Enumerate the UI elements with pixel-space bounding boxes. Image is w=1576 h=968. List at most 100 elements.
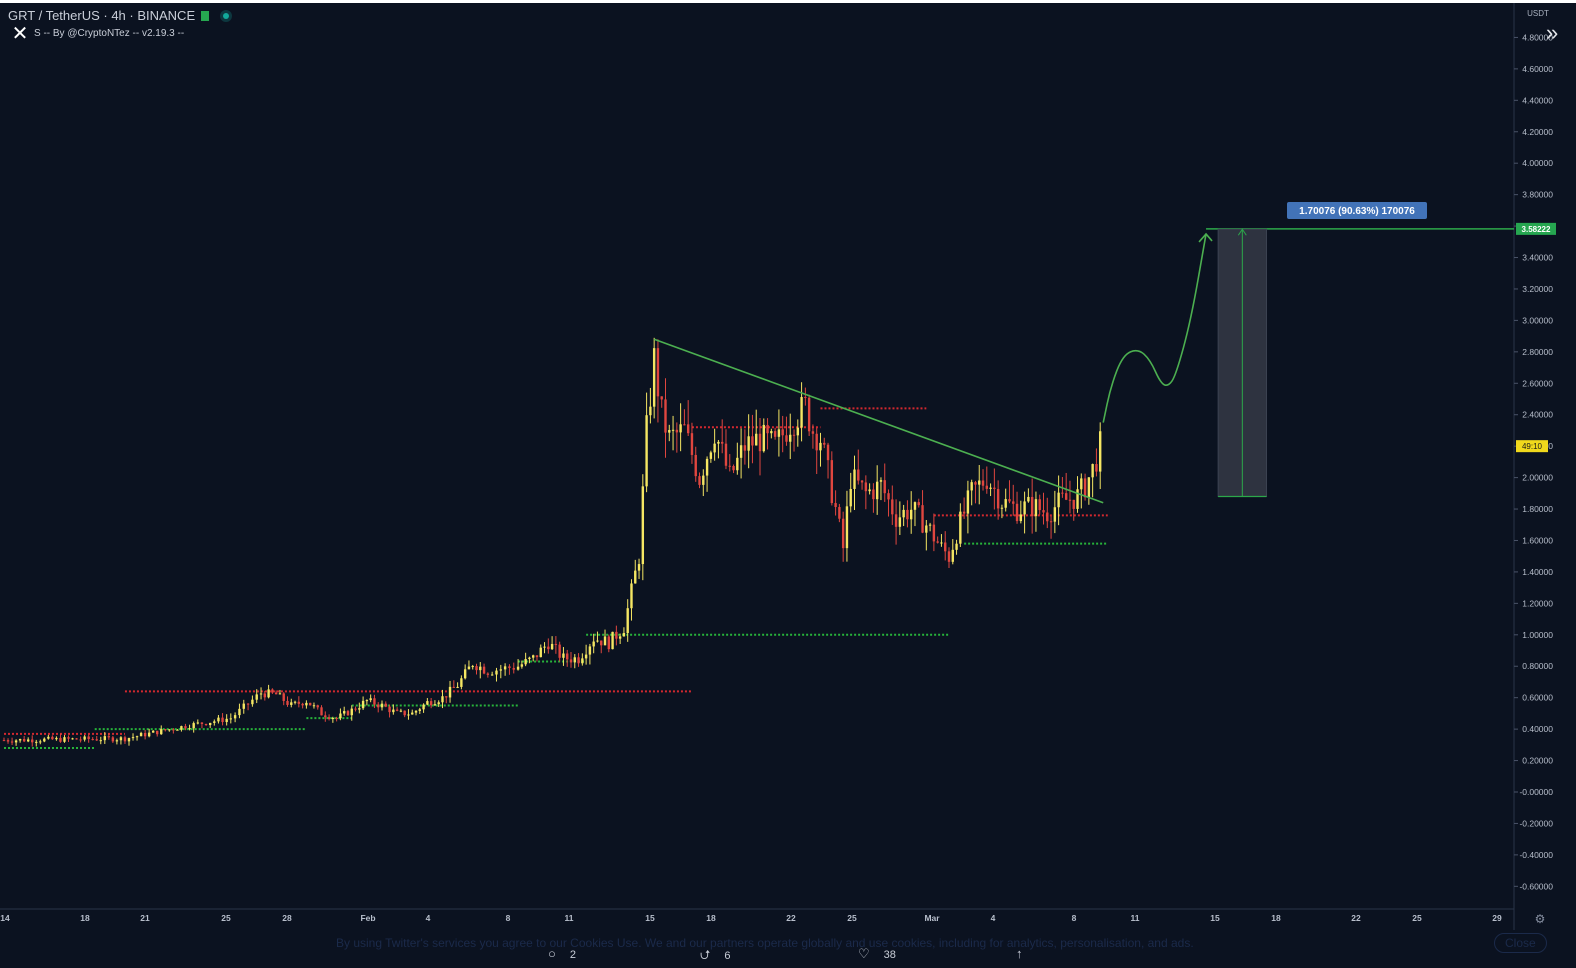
candle-body xyxy=(910,509,913,520)
candle-body xyxy=(422,704,425,710)
candle-body xyxy=(377,704,380,708)
candle-body xyxy=(411,712,414,715)
candle-body xyxy=(834,503,837,508)
candle-body xyxy=(67,737,70,739)
candle-body xyxy=(615,631,618,639)
y-tick-label: 4.40000 xyxy=(1522,95,1553,105)
y-tick-label: -0.40000 xyxy=(1519,850,1553,860)
candle-body xyxy=(936,541,939,543)
candle-body xyxy=(645,415,648,487)
candle-body xyxy=(433,704,437,706)
measurement-label: 1.70076 (90.63%) 170076 xyxy=(1299,206,1415,217)
close-icon[interactable]: ✕ xyxy=(11,23,29,45)
candle-body xyxy=(456,686,459,688)
reply-action[interactable]: ○ 2 xyxy=(548,946,576,961)
candle-body xyxy=(1023,501,1026,515)
candle-body xyxy=(724,443,728,466)
cookie-close-button[interactable]: Close xyxy=(1494,933,1547,953)
projected-price-path xyxy=(1102,233,1207,423)
candle-body xyxy=(255,694,258,700)
candle-body xyxy=(335,717,338,719)
candle-body xyxy=(634,570,637,584)
cookie-banner: By using Twitter's services you agree to… xyxy=(0,930,1576,962)
candle-body xyxy=(569,659,573,663)
y-tick-label: -0.20000 xyxy=(1519,818,1553,828)
candle-body xyxy=(1034,499,1038,517)
candle-body xyxy=(539,647,542,658)
candle-body xyxy=(853,469,856,489)
candle-body xyxy=(1091,464,1094,478)
candle-body xyxy=(1053,507,1057,522)
candle-body xyxy=(913,502,917,510)
flag-icon[interactable] xyxy=(201,10,210,21)
like-action[interactable]: ♡ 38 xyxy=(858,946,896,962)
candle-body xyxy=(879,480,883,482)
candle-body xyxy=(550,643,554,650)
y-tick-label: 2.40000 xyxy=(1522,410,1553,420)
double-chevron-right-icon[interactable]: » xyxy=(1546,20,1559,45)
candle-body xyxy=(717,441,720,444)
candle-body xyxy=(320,707,323,716)
candle-body xyxy=(1095,464,1098,472)
candle-body xyxy=(524,659,527,665)
candle-body xyxy=(172,729,175,731)
candle-body xyxy=(238,708,241,716)
candle-body xyxy=(1068,499,1072,501)
heart-icon: ♡ xyxy=(858,946,870,961)
candle-body xyxy=(274,692,278,695)
candle-body xyxy=(26,739,30,742)
retweet-action[interactable]: ⮍ 6 xyxy=(700,946,731,968)
candle-body xyxy=(460,678,463,687)
candle-body xyxy=(213,721,216,723)
candle-body xyxy=(562,653,565,658)
candle-body xyxy=(407,714,410,716)
candle-body xyxy=(127,738,131,742)
candle-body xyxy=(755,433,758,446)
candle-body xyxy=(499,669,502,671)
candle-body xyxy=(39,741,42,743)
candle-body xyxy=(917,502,920,506)
candle-body xyxy=(581,658,584,664)
y-tick-label: -0.00000 xyxy=(1519,787,1553,797)
candle-body xyxy=(164,729,167,731)
y-tick-label: 0.60000 xyxy=(1522,693,1553,703)
candle-body xyxy=(747,436,750,451)
candle-body xyxy=(180,726,183,730)
candle-body xyxy=(75,738,78,740)
candle-body xyxy=(200,722,204,724)
candle-body xyxy=(785,435,788,442)
candle-body xyxy=(43,738,46,742)
candle-body xyxy=(792,434,796,436)
candle-body xyxy=(1049,521,1053,523)
indicator-label: S -- By @CryptoNTez -- v2.19.3 -- xyxy=(34,28,185,39)
candle-body xyxy=(520,664,524,667)
candle-body xyxy=(872,489,875,500)
candle-body xyxy=(641,486,645,565)
candle-body xyxy=(358,708,361,710)
candle-body xyxy=(713,443,716,453)
candle-body xyxy=(1030,496,1034,517)
candle-body xyxy=(543,646,546,648)
candle-body xyxy=(1099,431,1102,472)
candle-body xyxy=(656,348,660,397)
candle-body xyxy=(974,482,977,485)
candle-body xyxy=(479,666,482,671)
candle-body xyxy=(346,711,350,716)
candle-body xyxy=(115,740,119,742)
share-action[interactable]: ↑ xyxy=(1016,946,1037,961)
candle-body xyxy=(475,666,478,671)
candle-body xyxy=(71,738,74,740)
candle-body xyxy=(925,525,928,533)
candle-body xyxy=(830,460,834,504)
candle-body xyxy=(932,524,936,542)
x-tick-label: 22 xyxy=(786,913,796,923)
candle-body xyxy=(618,636,622,639)
candle-body xyxy=(679,424,682,433)
candle-body xyxy=(966,490,970,514)
target-price-label: 3.58222 xyxy=(1522,225,1551,234)
x-tick-label: 21 xyxy=(140,913,150,923)
candle-body xyxy=(414,710,418,713)
candle-body xyxy=(777,429,781,437)
